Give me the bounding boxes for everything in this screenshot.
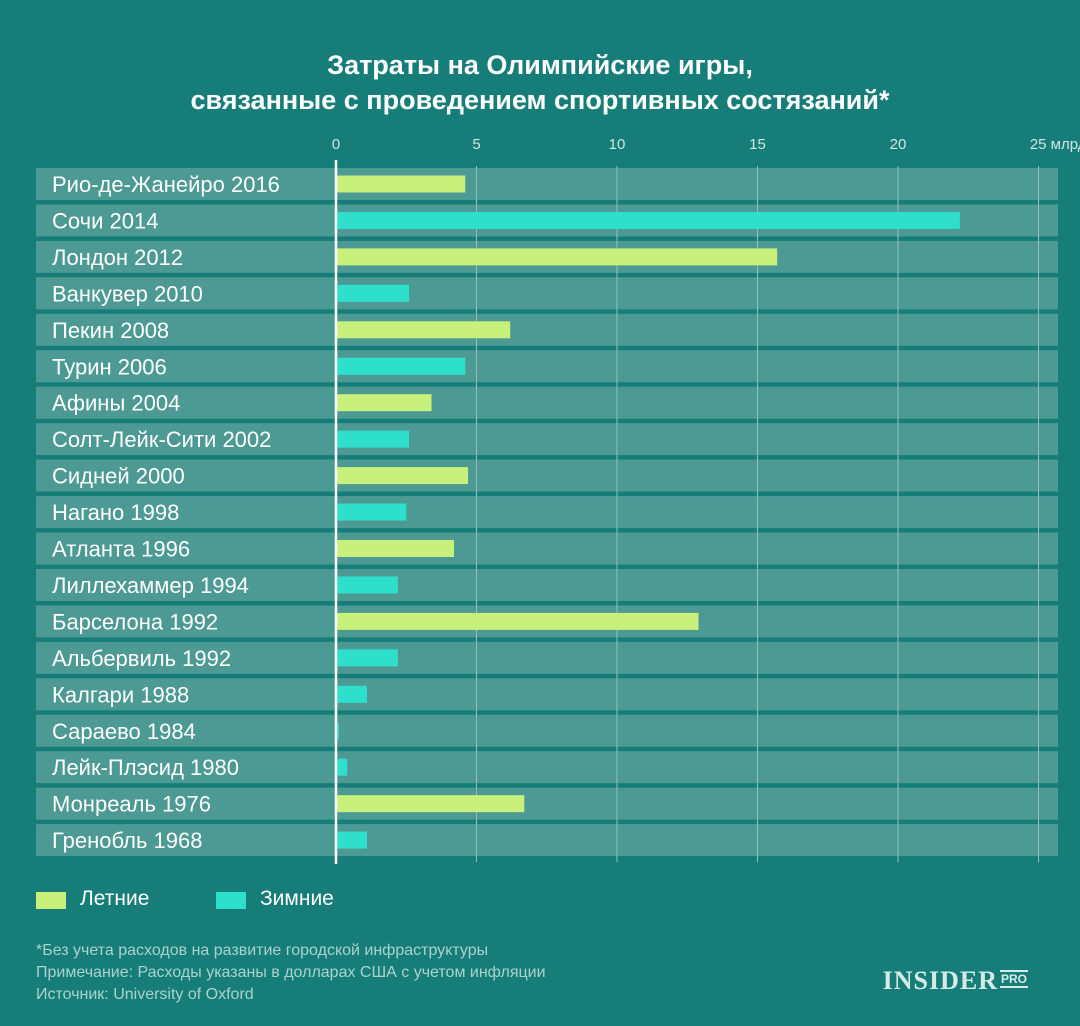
row-background [36, 568, 1058, 601]
category-label: Монреаль 1976 [52, 792, 211, 817]
footnote-source: Источник: University of Oxford [36, 986, 254, 1003]
x-tick-label: 15 [749, 136, 766, 153]
category-label: Пекин 2008 [52, 318, 169, 343]
bar-winter [336, 430, 410, 448]
row-background [36, 824, 1058, 857]
category-label: Атланта 1996 [52, 537, 190, 562]
x-tick-label: 25 млрд, $ [1030, 136, 1080, 153]
legend-label-summer: Летние [80, 887, 150, 910]
footnote-inflation: Примечание: Расходы указаны в долларах С… [36, 964, 546, 981]
row-background [36, 423, 1058, 456]
row-background [36, 277, 1058, 310]
bar-winter [336, 722, 339, 740]
category-label: Ванкувер 2010 [52, 281, 203, 306]
row-background [36, 714, 1058, 747]
legend-label-winter: Зимние [260, 887, 334, 910]
bar-summer [336, 394, 432, 412]
bar-winter [336, 357, 466, 375]
bar-summer [336, 321, 511, 339]
category-label: Лондон 2012 [52, 245, 183, 270]
category-label: Альбервиль 1992 [52, 646, 231, 671]
chart-title-line-1: Затраты на Олимпийские игры, [327, 50, 753, 80]
category-label: Сочи 2014 [52, 208, 158, 233]
category-labels: Рио-де-Жанейро 2016 Сочи 2014 Лондон 2012 В… [52, 172, 280, 853]
category-label: Рио-де-Жанейро 2016 [52, 172, 280, 197]
bar-winter [336, 576, 398, 594]
row-background [36, 496, 1058, 529]
bar-winter [336, 758, 348, 776]
category-label: Гренобль 1968 [52, 828, 203, 853]
row-background [36, 168, 1058, 200]
category-label: Солт-Лейк-Сити 2002 [52, 427, 271, 452]
footnote-infrastructure: *Без учета расходов на развитие городско… [36, 942, 489, 959]
row-backgrounds [36, 168, 1058, 857]
brand-suffix: PRO [999, 970, 1028, 988]
x-tick-label: 5 [472, 136, 480, 153]
category-label: Нагано 1998 [52, 500, 179, 525]
row-background [36, 678, 1058, 711]
bar-winter [336, 831, 367, 849]
bar-winter [336, 503, 407, 521]
brand-name: INSIDER [882, 966, 998, 995]
bar-summer [336, 795, 525, 813]
category-label: Сидней 2000 [52, 464, 185, 489]
chart-title-line-2: связанные с проведением спортивных состя… [190, 85, 890, 115]
row-background [36, 459, 1058, 492]
bar-winter [336, 211, 960, 229]
legend-swatch-summer [36, 892, 66, 909]
chart-title: Затраты на Олимпийские игры, связанные с… [0, 48, 1080, 118]
category-label: Сараево 1984 [52, 719, 196, 744]
x-axis-ticks: 0 5 10 15 20 25 млрд, $ [332, 136, 1080, 153]
legend-swatch-winter [216, 892, 246, 909]
x-tick-label: 0 [332, 136, 340, 153]
row-background [36, 350, 1058, 383]
category-label: Афины 2004 [52, 391, 180, 416]
brand-logo: INSIDER PRO [883, 966, 1028, 996]
bar-winter [336, 284, 410, 302]
x-tick-label: 20 [890, 136, 907, 153]
bar-summer [336, 248, 778, 266]
category-label: Турин 2006 [52, 354, 167, 379]
bar-chart: Рио-де-Жанейро 2016 Сочи 2014 Лондон 2012 В… [36, 136, 1080, 865]
category-label: Лейк-Плэсид 1980 [52, 755, 239, 780]
bars [336, 175, 960, 849]
category-label: Барселона 1992 [52, 609, 218, 634]
bar-summer [336, 612, 699, 630]
row-background [36, 751, 1058, 784]
x-tick-label: 10 [609, 136, 626, 153]
bar-winter [336, 649, 398, 667]
row-background [36, 641, 1058, 674]
row-background [36, 386, 1058, 419]
category-label: Лиллехаммер 1994 [52, 573, 249, 598]
bar-summer [336, 467, 469, 485]
bar-winter [336, 685, 367, 703]
gridlines [476, 166, 1039, 863]
row-background [36, 313, 1058, 346]
category-label: Калгари 1988 [52, 682, 189, 707]
row-background [36, 532, 1058, 565]
bar-summer [336, 540, 455, 557]
footnotes: *Без учета расходов на развитие городско… [36, 940, 546, 1006]
bar-summer [336, 175, 466, 193]
row-background [36, 787, 1058, 820]
